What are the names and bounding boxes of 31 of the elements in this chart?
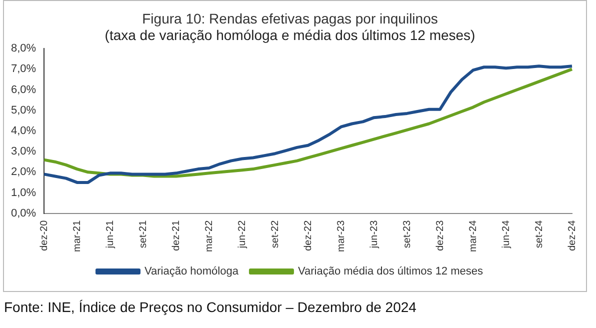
x-tick-label: mar-23 [336,220,347,252]
source-note: Fonte: INE, Índice de Preços no Consumidor – Dezembro de 2024 [4,299,416,315]
x-tick-label: mar-21 [72,220,83,252]
x-tick-label: mar-24 [468,220,479,252]
x-tick-label: set-21 [138,220,149,248]
chart-title: Figura 10: Rendas efetivas pagas por inquilinos [142,10,438,26]
y-tick-label: 6,0% [10,84,36,96]
y-tick-label: 5,0% [10,104,36,116]
x-tick-label: set-23 [402,220,413,248]
x-tick-label: jun-22 [236,220,248,250]
x-tick-label: jun-24 [500,220,512,250]
y-tick-label: 3,0% [10,146,36,158]
y-tick-label: 4,0% [10,124,36,137]
x-tick-label: dez-21 [170,220,182,251]
y-tick-label: 2,0% [10,166,36,178]
x-tick-label: jun-23 [368,220,380,250]
x-tick-label: dez-23 [434,220,446,251]
x-tick-label: dez-20 [38,220,50,251]
legend-label: Variação média dos últimos 12 meses [298,266,484,278]
x-tick-label: dez-24 [566,220,578,251]
x-tick-label: set-22 [270,220,281,248]
x-tick-label: jun-21 [104,220,116,250]
y-tick-label: 7,0% [10,63,36,76]
y-tick-label: 1,0% [10,186,36,199]
y-tick-label: 0,0% [10,207,36,220]
chart-subtitle: (taxa de variação homóloga e média dos últimos 12 meses) [104,27,476,44]
legend-label: Variação homóloga [144,266,240,278]
x-tick-label: mar-22 [204,220,215,252]
y-tick-label: 8,0% [10,42,36,55]
x-tick-label: dez-22 [302,220,314,251]
x-tick-label: set-24 [534,220,545,248]
